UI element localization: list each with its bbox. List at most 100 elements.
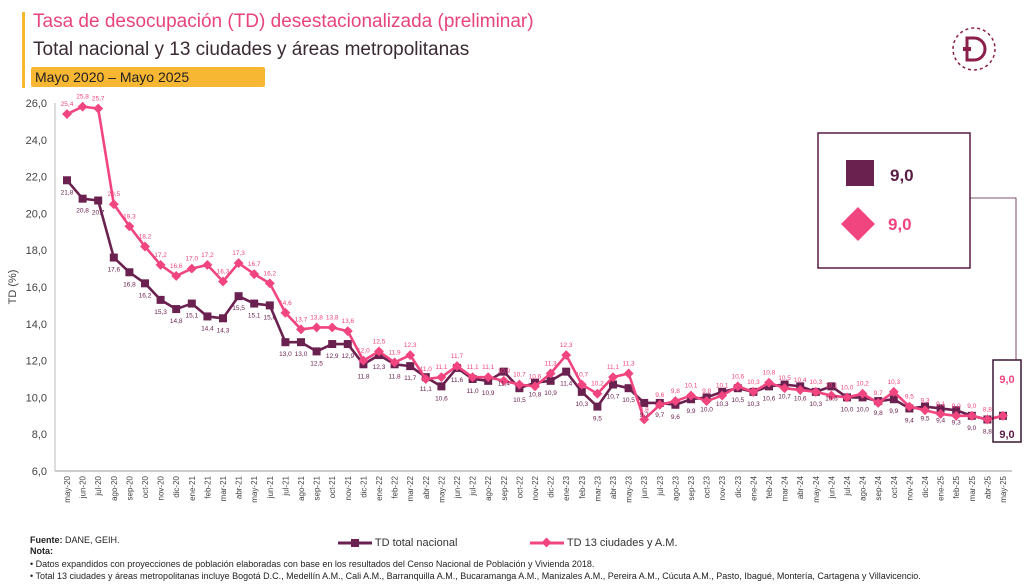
point-cities (561, 350, 572, 361)
x-tick-label: oct-23 (703, 475, 712, 498)
data-label-national: 11,8 (357, 373, 370, 380)
latest-cities-label: 9,0 (999, 374, 1014, 386)
x-tick-label: ago-22 (484, 475, 493, 500)
x-tick-label: ene-24 (749, 475, 758, 500)
chart-axes: 6,0 8,0 10,0 12,0 14,0 16,0 18,0 20,0 22,0 24,0 26… (7, 98, 1012, 503)
y-tick-label: 10,0 (26, 392, 47, 404)
point-national (343, 340, 352, 349)
point-cities (904, 401, 915, 412)
point-national (624, 384, 633, 393)
data-label-national: 8,8 (983, 428, 992, 435)
x-tick-label: ago-20 (110, 475, 119, 500)
data-label-national: 10,7 (778, 394, 791, 401)
data-label-cities: 9,0 (952, 403, 961, 410)
data-label-national: 15,0 (263, 314, 276, 321)
legend-cities-swatch (530, 537, 564, 548)
data-label-cities: 14,6 (279, 300, 292, 307)
point-cities (966, 410, 977, 421)
data-label-national: 9,9 (686, 408, 695, 415)
callout-box (817, 132, 971, 269)
point-cities (140, 241, 150, 252)
x-tick-label: ene-25 (937, 475, 946, 500)
legend-item-national: TD total nacional (338, 536, 457, 550)
x-tick-label: jul-22 (469, 475, 478, 496)
data-label-cities: 11,3 (623, 360, 636, 367)
x-tick-label: oct-24 (890, 475, 899, 498)
data-label-cities: 11,1 (482, 364, 495, 371)
point-national (609, 380, 617, 389)
point-cities (623, 368, 634, 379)
y-tick-label: 14,0 (26, 319, 47, 331)
data-label-cities: 25,8 (76, 94, 89, 101)
point-national (562, 367, 571, 376)
data-label-national: 12,5 (310, 360, 323, 367)
x-tick-label: dic-23 (734, 475, 743, 497)
y-tick-label: 6,0 (32, 466, 47, 478)
data-label-cities: 9,5 (905, 394, 914, 401)
data-label-cities: 10,1 (685, 383, 698, 390)
data-label-cities: 18,2 (139, 234, 152, 241)
data-label-cities: 12,0 (357, 348, 370, 355)
x-tick-label: jun-24 (827, 475, 836, 499)
data-label-cities: 10,2 (856, 381, 869, 388)
data-label-cities: 10,7 (575, 372, 588, 379)
y-axis-title: TD (%) (7, 270, 19, 305)
period-badge: Mayo 2020 – Mayo 2025 (31, 67, 265, 87)
data-label-cities: 11,9 (389, 349, 402, 356)
legend-cities-label: TD 13 ciudades y A.M. (566, 536, 678, 549)
point-cities (249, 269, 260, 280)
x-tick-label: sep-22 (500, 475, 509, 500)
data-label-cities: 11,1 (467, 364, 480, 371)
data-label-cities: 17,2 (201, 252, 214, 259)
data-label-national: 12,9 (341, 353, 354, 360)
data-label-cities: 9,0 (967, 403, 976, 410)
point-cities (280, 307, 291, 318)
x-tick-label: sep-20 (125, 475, 134, 500)
data-label-national: 10,3 (716, 401, 729, 408)
point-cities (639, 414, 650, 425)
data-label-cities: 10,5 (778, 375, 791, 382)
x-tick-label: jul-20 (94, 475, 103, 496)
chart-subtitle: Total nacional y 13 ciudades y áreas met… (33, 39, 470, 60)
x-tick-label: feb-24 (765, 475, 774, 498)
x-tick-label: ene-21 (188, 475, 197, 500)
data-label-cities: 10,3 (887, 379, 900, 386)
data-label-cities: 10,1 (716, 383, 729, 390)
data-label-cities: 10,3 (809, 379, 822, 386)
x-tick-label: mar-23 (593, 475, 602, 501)
point-cities (342, 326, 353, 337)
x-tick-label: nov-22 (531, 475, 540, 500)
data-label-cities: 16,3 (217, 268, 230, 275)
x-tick-label: sep-24 (874, 475, 883, 500)
data-label-national: 10,8 (529, 392, 542, 399)
x-tick-label: mar-21 (219, 475, 228, 501)
x-tick-label: may-23 (625, 475, 634, 502)
x-tick-label: abr-25 (983, 475, 992, 499)
point-cities (810, 386, 821, 397)
note-label: Nota: (30, 546, 53, 556)
note-1: • Datos expandidos con proyecciones de p… (30, 559, 595, 569)
point-national (219, 314, 227, 323)
data-label-national: 10,5 (731, 397, 744, 404)
data-label-national: 10,5 (513, 397, 526, 404)
data-label-national: 16,2 (139, 292, 152, 299)
data-label-cities: 13,8 (326, 314, 339, 321)
point-cities (686, 390, 696, 401)
point-national (281, 338, 290, 347)
point-cities (888, 386, 899, 397)
title-accent-bar (22, 12, 25, 88)
x-tick-label: sep-21 (313, 475, 322, 500)
data-label-national: 9,9 (889, 408, 898, 415)
point-cities (951, 410, 962, 421)
data-label-cities: 11,7 (451, 353, 464, 360)
data-label-national: 14,3 (217, 327, 230, 334)
data-label-national: 11,4 (498, 381, 511, 388)
data-label-cities: 10,6 (529, 373, 542, 380)
data-label-national: 16,8 (123, 281, 136, 288)
data-label-cities: 10,1 (825, 383, 838, 390)
legend-item-cities: TD 13 ciudades y A.M. (530, 536, 678, 550)
point-cities (576, 379, 587, 390)
x-tick-label: ago-23 (671, 475, 680, 500)
point-cities (155, 259, 166, 270)
point-cities (670, 396, 681, 407)
